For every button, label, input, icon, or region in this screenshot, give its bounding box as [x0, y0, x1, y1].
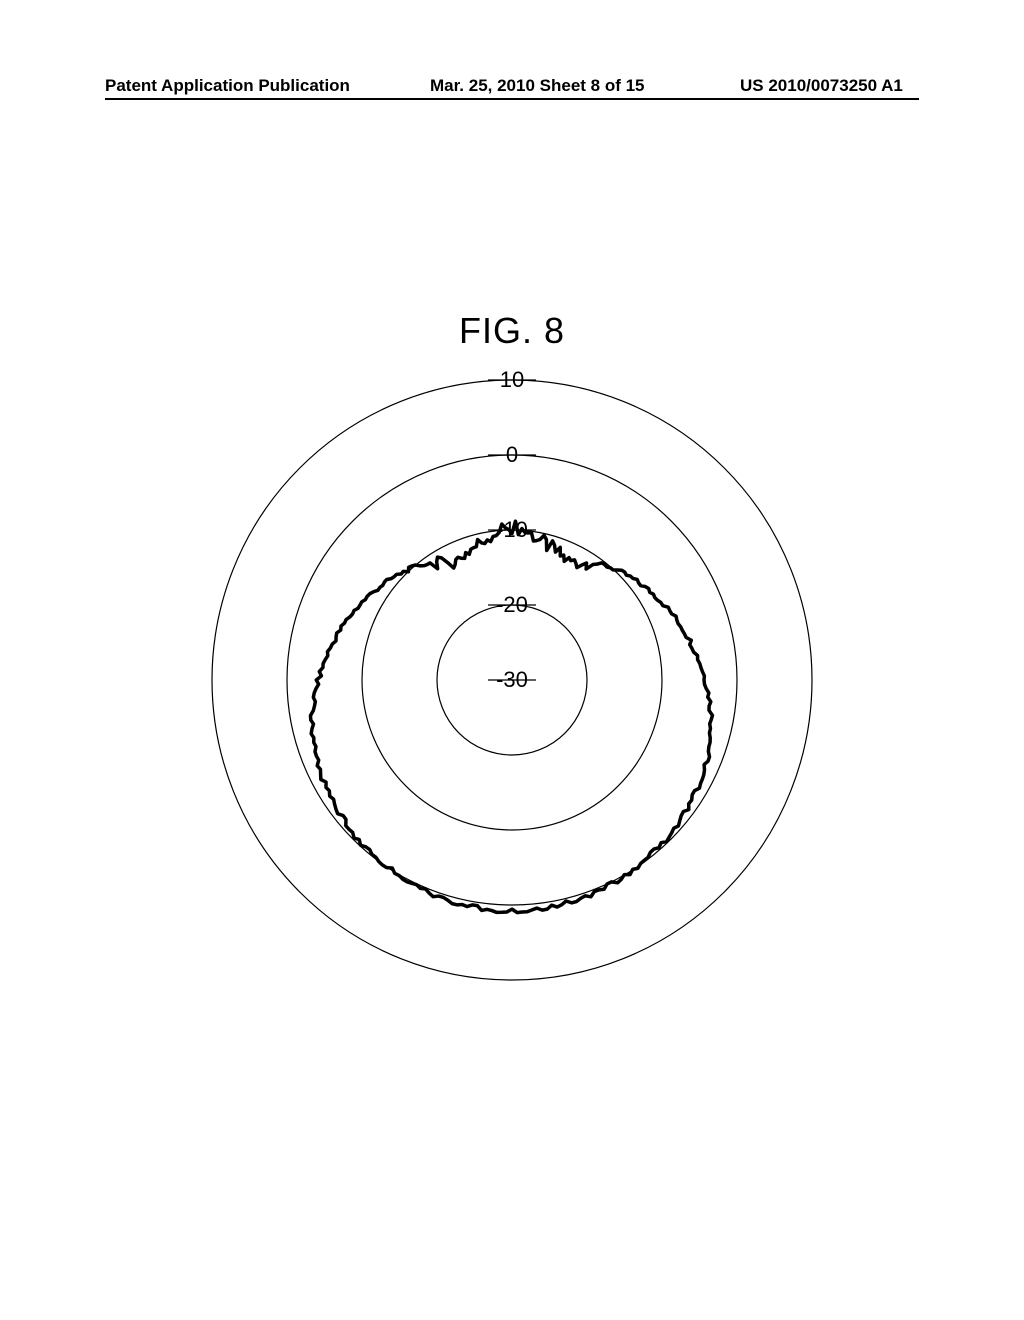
radiation-pattern-curve — [310, 521, 712, 912]
ring-label: 10 — [500, 367, 524, 392]
header-center: Mar. 25, 2010 Sheet 8 of 15 — [430, 76, 645, 96]
header-right: US 2010/0073250 A1 — [740, 76, 903, 96]
header-rule — [105, 98, 919, 100]
ring-label: 0 — [506, 442, 518, 467]
header-left: Patent Application Publication — [105, 76, 350, 96]
page-root: Patent Application Publication Mar. 25, … — [0, 0, 1024, 1320]
ring-label: -30 — [496, 667, 528, 692]
polar-chart: 100-10-20-30 — [192, 360, 832, 1000]
polar-chart-wrap: 100-10-20-30 — [0, 360, 1024, 1000]
ring-label: -20 — [496, 592, 528, 617]
figure-title: FIG. 8 — [0, 310, 1024, 352]
